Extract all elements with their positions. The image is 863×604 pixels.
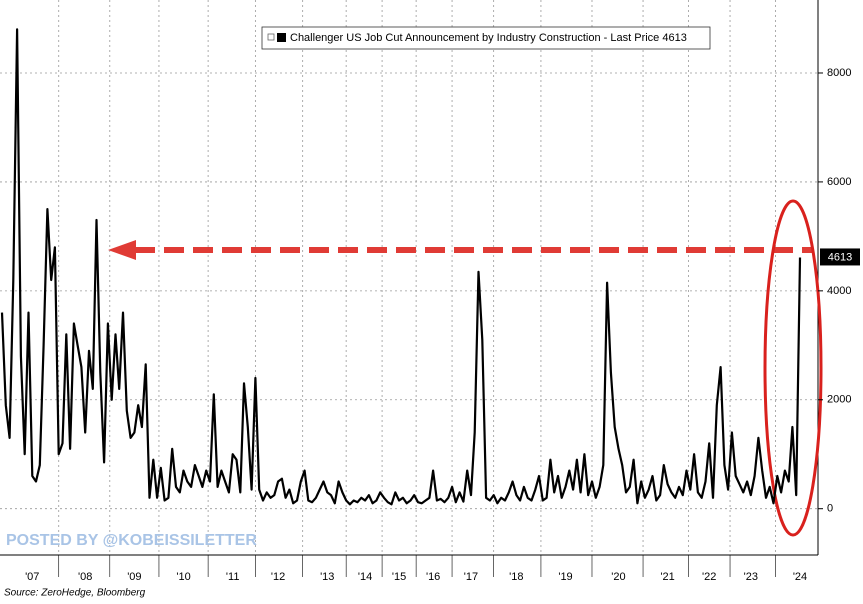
y-tick-label: 8000 [827,67,851,79]
x-tick-label: '12 [271,571,285,583]
legend [261,26,711,50]
highlight-ellipse [763,199,823,537]
x-tick-label: '14 [358,571,372,583]
legend-swatch [277,33,286,42]
y-tick-label: 6000 [827,176,851,188]
x-tick-label: '13 [320,571,334,583]
x-tick-label: '11 [226,571,240,583]
x-tick-label: '20 [611,571,625,583]
y-tick-label: 2000 [827,394,851,406]
x-tick-label: '23 [744,571,758,583]
x-tick-label: '10 [176,571,190,583]
x-tick-label: '21 [660,571,674,583]
y-tick-label: 0 [827,503,833,515]
x-tick-label: '15 [392,571,406,583]
arrow-head [108,240,136,260]
x-tick-label: '18 [509,571,523,583]
x-tick-label: '19 [558,571,572,583]
x-tick-label: '08 [78,571,92,583]
last-price-tag [820,248,860,266]
source: Source: ZeroHedge, Bloomberg [4,588,146,599]
x-tick-label: '07 [25,571,39,583]
grid [0,0,818,555]
last-price-label: 4613 [828,251,852,263]
y-tick-label: 4000 [827,285,851,297]
x-tick-label: '22 [702,571,716,583]
arrow-annotation [108,240,812,260]
data-line [0,28,802,506]
x-tick-label: '17 [464,571,478,583]
x-tick-label: '09 [127,571,141,583]
x-tick-label: '24 [793,571,807,583]
legend-toggle [267,33,275,41]
plot-area [0,0,818,555]
watermark: POSTED BY @KOBEISSILETTER [6,532,257,549]
legend-label: Challenger US Job Cut Announcement by In… [290,32,687,44]
x-tick-label: '16 [426,571,440,583]
